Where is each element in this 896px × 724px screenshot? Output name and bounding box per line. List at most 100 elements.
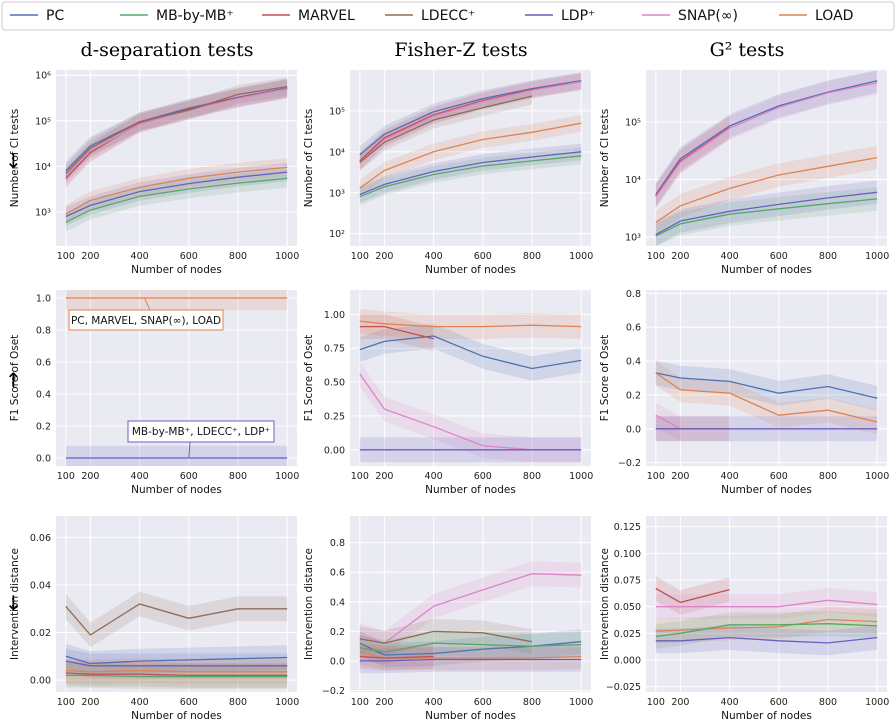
band-ldecc (359, 87, 532, 171)
x-tick-label: 800 (523, 251, 541, 262)
x-axis-label: Number of nodes (425, 710, 516, 722)
series-line-mbbymb (359, 155, 582, 198)
y-tick-label: −0.2 (618, 458, 641, 469)
x-tick-label: 600 (474, 471, 492, 482)
annotation-top-box (68, 309, 224, 331)
legend-label-load: LOAD (815, 8, 853, 24)
x-tick-label: 1000 (275, 471, 299, 482)
panel-3: 100 200 400 600 800 1000 10³ 10⁴ 10⁵ Number of no… (599, 70, 889, 276)
x-tick-label: 800 (523, 471, 541, 482)
y-tick-label: 0.8 (330, 538, 345, 549)
x-tick-label: 100 (647, 251, 665, 262)
annotation-bottom-text: MB-by-MB⁺, LDECC⁺, LDP⁺ (132, 426, 270, 438)
band-snap (655, 71, 878, 209)
band-ldecc (359, 619, 532, 656)
y-tick-label: 10⁴ (329, 147, 345, 158)
band-pc (655, 70, 878, 207)
band-pc (359, 72, 582, 164)
y-tick-label: 0.04 (30, 580, 51, 591)
y-axis-label: Intervention distance (599, 548, 611, 660)
series-line-snap (655, 599, 878, 608)
x-tick-label: 800 (229, 251, 247, 262)
x-tick-label: 200 (81, 251, 99, 262)
y-tick-label: 0.075 (614, 576, 641, 587)
x-tick-label: 1000 (569, 251, 593, 262)
x-tick-label: 100 (57, 697, 75, 708)
panel-2: 100 200 400 600 800 1000 10² 10³ 10⁴ 10⁵ Number of… (303, 70, 593, 276)
x-tick-label: 100 (351, 697, 369, 708)
y-tick-label: 10⁵ (35, 116, 51, 127)
x-tick-label: 200 (81, 697, 99, 708)
series-line-mbbymb (65, 177, 288, 223)
series-line-load (359, 651, 582, 659)
annotation-top-pointer (144, 297, 151, 311)
legend-label-mbbymb: MB-by-MB⁺ (156, 8, 234, 24)
series-line-pc (655, 80, 878, 195)
row-arrows: ↓ ↑ ↓ (5, 149, 22, 615)
band-pc (655, 360, 878, 411)
legend: PC MB-by-MB⁺ MARVEL LDECC⁺ LDP⁺ SNAP(∞) LOAD (1, 1, 895, 31)
x-tick-label: 1000 (275, 251, 299, 262)
y-tick-label: 0.8 (626, 289, 641, 300)
y-axis-label: Intervention distance (303, 548, 315, 660)
series-line-snap (655, 82, 878, 198)
x-tick-label: 200 (671, 471, 689, 482)
x-axis-label: Number of nodes (721, 710, 812, 722)
panel-7: 100 200 400 600 800 1000 0.00 0.02 0.04 0.06 Numbe… (9, 516, 299, 722)
x-tick-label: 1000 (865, 251, 889, 262)
y-tick-label: 10³ (35, 208, 51, 219)
y-tick-label: 10⁶ (35, 71, 51, 82)
x-tick-label: 800 (523, 697, 541, 708)
x-axis-label: Number of nodes (131, 484, 222, 496)
series-line-marvel (359, 655, 434, 659)
plot-area (350, 516, 591, 692)
y-axis-label: Intervention distance (9, 548, 21, 660)
x-tick-label: 1000 (275, 697, 299, 708)
band-snap (65, 79, 288, 186)
series-line-ldecc (65, 603, 288, 636)
x-tick-label: 200 (671, 697, 689, 708)
y-tick-label: 0.6 (626, 323, 641, 334)
x-tick-label: 100 (647, 697, 665, 708)
x-tick-label: 200 (375, 251, 393, 262)
x-tick-label: 800 (229, 471, 247, 482)
legend-label-ldecc: LDECC⁺ (421, 8, 475, 24)
y-tick-label: 0.00 (324, 445, 345, 456)
y-tick-label: 10⁵ (329, 106, 345, 117)
y-tick-label: 0.0 (36, 454, 51, 465)
y-axis-label: Number of CI tests (9, 109, 21, 207)
band-marvel (65, 79, 288, 188)
series-line-marvel (655, 587, 730, 604)
y-axis-label: Number of CI tests (599, 109, 611, 207)
series-line-load (65, 166, 288, 215)
series-line-load (655, 156, 878, 223)
series-line-ldp (65, 171, 288, 218)
band-load (65, 290, 288, 311)
x-tick-label: 1000 (569, 471, 593, 482)
x-tick-label: 400 (131, 697, 149, 708)
row-arrow-2: ↑ (5, 368, 22, 392)
band-mbbymb (359, 630, 582, 665)
x-tick-label: 400 (425, 697, 443, 708)
y-tick-label: 0.75 (324, 344, 345, 355)
band-marvel (65, 660, 288, 688)
y-axis-label: Number of CI tests (303, 109, 315, 207)
series-line-load (359, 122, 582, 189)
plot-area (56, 70, 297, 246)
row-arrow-1: ↓ (5, 149, 22, 173)
x-tick-label: 1000 (865, 471, 889, 482)
series-line-mbbymb (65, 674, 288, 678)
y-tick-label: 10² (329, 229, 345, 240)
column-title-1: d-separation tests (81, 39, 254, 61)
column-titles: d-separation tests Fisher-Z tests G² tests (81, 39, 785, 61)
y-tick-label: 10³ (329, 188, 345, 199)
x-tick-label: 600 (474, 251, 492, 262)
series-line-mbbymb (655, 623, 878, 638)
y-tick-label: 0.25 (324, 411, 345, 422)
series-line-load (655, 618, 878, 632)
legend-label-ldp: LDP⁺ (561, 8, 595, 24)
series-line-ldp (655, 191, 878, 236)
band-ldp (359, 143, 582, 203)
x-tick-label: 600 (180, 697, 198, 708)
x-axis-label: Number of nodes (131, 710, 222, 722)
